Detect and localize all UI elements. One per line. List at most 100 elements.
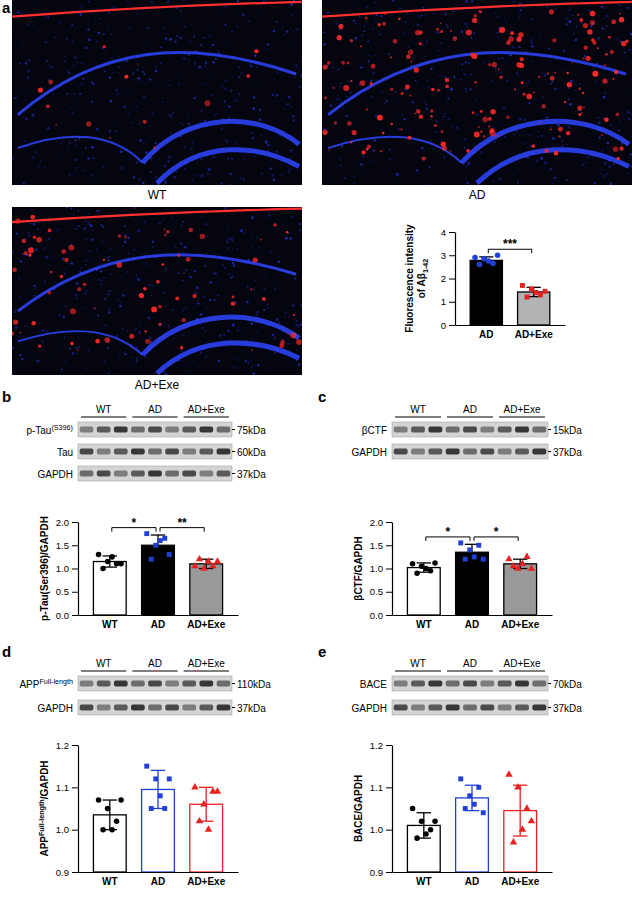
blot-band bbox=[532, 705, 546, 711]
decoration bbox=[122, 294, 124, 296]
decoration bbox=[538, 76, 540, 78]
decoration bbox=[206, 307, 207, 308]
decoration bbox=[38, 165, 40, 167]
plot-area bbox=[93, 764, 222, 872]
decoration bbox=[278, 261, 281, 264]
decoration bbox=[87, 157, 89, 159]
decoration bbox=[30, 215, 35, 220]
decoration bbox=[601, 134, 603, 136]
decoration bbox=[612, 163, 614, 165]
x-tick-label: WT bbox=[102, 619, 118, 630]
decoration bbox=[133, 93, 134, 94]
decoration bbox=[180, 37, 183, 40]
decoration bbox=[257, 311, 259, 313]
decoration bbox=[340, 86, 342, 88]
data-point bbox=[520, 283, 525, 288]
data-point bbox=[167, 776, 172, 781]
blot-background bbox=[392, 700, 548, 715]
blot-band bbox=[498, 705, 512, 711]
decoration bbox=[187, 123, 190, 126]
blot-band bbox=[446, 449, 460, 455]
y-tick: 0 bbox=[441, 320, 455, 331]
decoration bbox=[87, 212, 88, 213]
decoration bbox=[577, 14, 579, 16]
blot-band bbox=[532, 427, 546, 433]
decoration bbox=[226, 240, 229, 243]
decoration bbox=[361, 55, 362, 56]
decoration bbox=[169, 85, 171, 87]
decoration bbox=[139, 322, 141, 324]
decoration bbox=[397, 128, 400, 131]
data-point bbox=[529, 287, 534, 292]
decoration bbox=[438, 50, 439, 51]
decoration bbox=[20, 13, 22, 15]
decoration bbox=[433, 148, 434, 149]
decoration bbox=[124, 236, 127, 239]
decoration bbox=[82, 78, 84, 80]
blot-band bbox=[182, 681, 196, 687]
data-point bbox=[534, 290, 539, 295]
decoration bbox=[159, 250, 160, 251]
data-point bbox=[144, 764, 149, 769]
decoration bbox=[33, 295, 35, 297]
decoration bbox=[613, 146, 618, 151]
data-point bbox=[458, 776, 463, 781]
blot-band bbox=[498, 449, 512, 455]
decoration bbox=[164, 229, 166, 231]
decoration bbox=[39, 73, 40, 74]
blot-band bbox=[394, 427, 408, 433]
decoration bbox=[77, 353, 78, 354]
y-tick: 1.5 bbox=[370, 540, 392, 551]
decoration bbox=[628, 118, 630, 120]
decoration bbox=[110, 273, 112, 275]
blot-band bbox=[148, 427, 162, 433]
blot-band bbox=[515, 681, 529, 687]
decoration bbox=[116, 289, 117, 290]
decoration bbox=[136, 357, 138, 359]
decoration bbox=[61, 249, 66, 254]
decoration bbox=[212, 44, 214, 46]
decoration bbox=[514, 89, 516, 91]
decoration bbox=[68, 245, 74, 251]
decoration bbox=[372, 139, 374, 141]
decoration bbox=[293, 342, 294, 343]
decoration bbox=[236, 329, 239, 332]
decoration bbox=[99, 18, 101, 20]
decoration bbox=[13, 362, 15, 364]
decoration bbox=[75, 167, 77, 169]
decoration bbox=[39, 371, 40, 372]
decoration bbox=[152, 240, 155, 243]
decoration bbox=[575, 26, 577, 28]
data-point bbox=[200, 800, 207, 806]
decoration bbox=[219, 334, 221, 336]
decoration bbox=[604, 92, 606, 94]
decoration bbox=[118, 299, 119, 300]
image-label: AD bbox=[469, 188, 486, 202]
decoration bbox=[188, 59, 190, 61]
decoration bbox=[73, 65, 75, 67]
decoration bbox=[136, 12, 138, 14]
blot-group-label: AD bbox=[148, 404, 162, 415]
decoration bbox=[260, 239, 262, 241]
decoration bbox=[575, 38, 577, 40]
decoration bbox=[579, 88, 581, 90]
decoration bbox=[102, 240, 104, 242]
panel-label: b bbox=[2, 388, 11, 405]
decoration bbox=[92, 309, 93, 310]
decoration bbox=[27, 70, 29, 72]
y-tick: 0.9 bbox=[56, 867, 78, 878]
decoration bbox=[166, 230, 170, 234]
decoration bbox=[500, 72, 502, 74]
decoration bbox=[66, 93, 68, 95]
decoration bbox=[21, 45, 23, 47]
decoration bbox=[129, 108, 130, 109]
y-tick-mark bbox=[72, 522, 78, 523]
decoration bbox=[46, 60, 48, 62]
decoration bbox=[285, 311, 288, 314]
x-tick-label: WT bbox=[416, 876, 432, 887]
decoration bbox=[96, 128, 99, 131]
x-tick: AD+Exe bbox=[501, 619, 540, 630]
decoration bbox=[164, 268, 167, 271]
decoration bbox=[248, 20, 250, 22]
decoration bbox=[480, 131, 482, 133]
